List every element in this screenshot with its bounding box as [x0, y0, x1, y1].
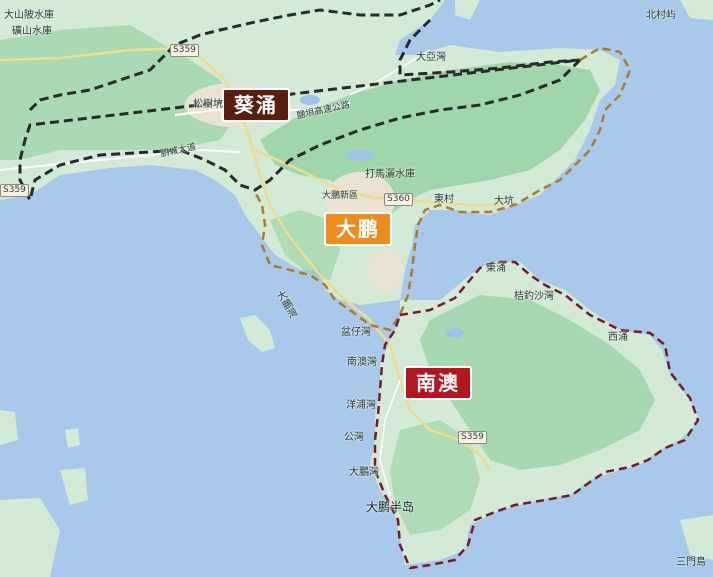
reservoir-nanao	[446, 328, 464, 338]
label-songping: 松樹坑	[193, 99, 223, 110]
label-sanmen: 三門島	[676, 557, 706, 568]
label-yizai-bay: 盆仔灣	[341, 327, 371, 338]
island-top-right-2	[680, 0, 713, 20]
label-dakeng: 大坑	[494, 196, 514, 207]
label-xichong: 西涌	[608, 332, 628, 343]
label-dongchong: 東涌	[486, 263, 506, 274]
district-label-nanao[interactable]: 南澳	[404, 366, 472, 400]
road-northeast	[349, 49, 431, 96]
island-small-2	[60, 468, 88, 505]
label-beicun: 北村屿	[646, 10, 676, 21]
island-bottom-right	[680, 515, 713, 560]
label-yangmei-bay: 洋浦灣	[346, 400, 376, 411]
island-top-right	[455, 0, 480, 20]
kuichong-boundary	[18, 0, 585, 205]
road-shield-s359-south: S359	[458, 431, 487, 444]
forest-middle	[270, 210, 340, 280]
forest-nanao	[420, 295, 655, 470]
reservoir-dama	[346, 149, 374, 161]
road-shield-s359-north: S359	[170, 44, 199, 57]
label-nanao-bay: 南澳灣	[347, 357, 377, 368]
island-left	[240, 315, 275, 352]
district-label-kuichong[interactable]: 葵涌	[222, 88, 290, 122]
road-coastal-west	[0, 148, 241, 171]
road-south-branch	[379, 379, 401, 496]
dapeng-urban-south	[367, 248, 403, 292]
label-dapeng-peninsula: 大鹏半岛	[366, 500, 415, 514]
label-dama-reservoir: 打馬灑水庫	[365, 169, 415, 180]
label-gong-bay: 公灣	[344, 432, 364, 443]
road-s359-north	[0, 46, 492, 471]
label-dapeng-new: 大鵬新區	[322, 191, 359, 201]
label-daya-bay: 大亞灣	[416, 52, 446, 63]
label-jieshao: 桔釣沙灣	[514, 291, 554, 302]
forest-south	[390, 420, 480, 535]
label-dapeng-bay-south: 大鵬灣	[349, 467, 379, 478]
road-shield-s359-west: S359	[0, 184, 29, 197]
dapeng-boundary	[253, 46, 632, 332]
label-dayu-reservoir: 礦山水庫	[12, 26, 52, 37]
reservoir-north	[300, 95, 320, 105]
island-small-1	[65, 428, 80, 448]
island-small-3	[0, 410, 18, 445]
label-dashan-reservoir: 大山陂水庫	[4, 10, 54, 21]
district-label-dapeng[interactable]: 大鹏	[324, 212, 392, 246]
island-bottom-left	[0, 498, 60, 577]
road-shield-s360: S360	[384, 193, 413, 206]
label-dongcun: 東村	[434, 194, 454, 205]
